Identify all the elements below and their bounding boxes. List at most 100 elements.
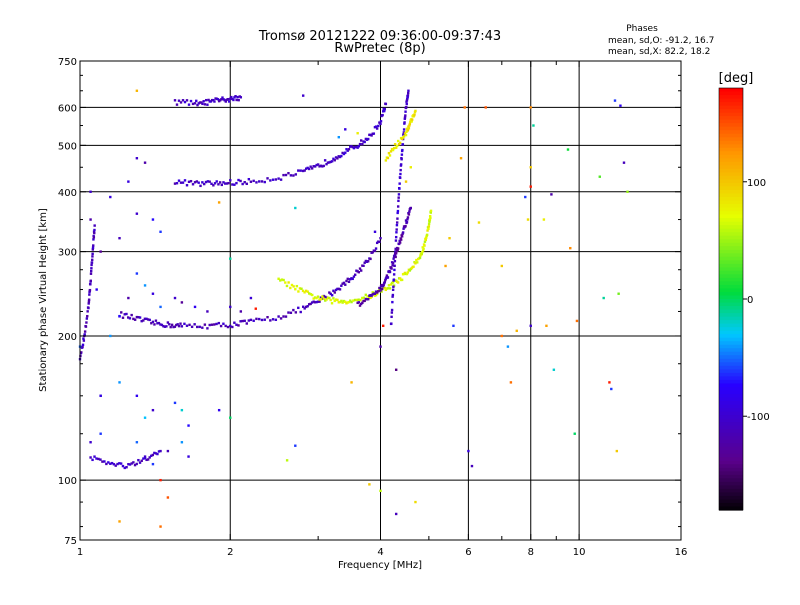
scatter-point xyxy=(368,483,371,486)
trace-point xyxy=(206,103,209,106)
trace-point xyxy=(350,145,353,148)
trace-point xyxy=(390,311,394,314)
trace-point xyxy=(92,238,95,241)
trace-point xyxy=(329,298,332,302)
x-tick-label: 10 xyxy=(573,547,586,558)
colorbar-segment xyxy=(719,218,743,223)
trace-point xyxy=(292,308,295,312)
trace-point xyxy=(343,300,347,303)
colorbar-segment xyxy=(719,260,743,265)
colorbar-segment xyxy=(719,98,743,103)
trace-point xyxy=(405,100,408,103)
trace-point xyxy=(213,323,216,326)
colorbar-segment xyxy=(719,246,743,251)
scatter-point xyxy=(118,520,121,523)
trace-point xyxy=(271,318,275,321)
trace-point xyxy=(396,139,400,143)
trace-point xyxy=(395,249,398,253)
trace-point xyxy=(375,241,379,245)
colorbar-segment xyxy=(719,506,743,511)
trace-point xyxy=(173,182,177,185)
scatter-point xyxy=(99,250,102,253)
trace-point xyxy=(325,296,328,299)
trace-point xyxy=(187,103,191,106)
trace-point xyxy=(406,218,409,221)
colorbar-segment xyxy=(719,393,743,399)
trace-point xyxy=(181,181,185,184)
scatter-point xyxy=(217,201,221,204)
scatter-point xyxy=(529,324,532,328)
colorbar-segment xyxy=(719,499,743,504)
trace-point xyxy=(197,102,200,105)
trace-point xyxy=(252,319,255,322)
trace-point xyxy=(375,291,379,294)
trace-point xyxy=(333,159,336,162)
y-tick-label: 300 xyxy=(58,248,77,259)
trace-point xyxy=(386,156,390,160)
trace-point xyxy=(84,325,88,328)
colorbar-segment xyxy=(719,369,743,374)
trace-point xyxy=(424,238,427,242)
trace-point xyxy=(428,218,432,221)
scatter-point xyxy=(143,161,147,164)
trace-point xyxy=(189,99,193,103)
trace-point xyxy=(93,455,96,458)
scatter-point xyxy=(173,296,177,300)
scatter-point xyxy=(135,272,139,275)
trace-point xyxy=(355,298,359,302)
trace-point xyxy=(225,182,229,185)
scatter-point xyxy=(459,157,463,160)
trace-point xyxy=(334,156,338,159)
trace-point xyxy=(351,277,354,281)
trace-point xyxy=(397,193,401,196)
trace-point xyxy=(396,217,399,220)
trace-point xyxy=(350,300,353,304)
trace-point xyxy=(241,319,244,323)
trace-point xyxy=(241,182,244,186)
trace-point xyxy=(170,323,174,327)
scatter-point xyxy=(526,218,530,221)
trace-point xyxy=(300,287,303,290)
trace-point xyxy=(271,178,275,181)
trace-point xyxy=(90,263,93,267)
trace-point xyxy=(345,148,348,151)
trace-point xyxy=(310,301,314,304)
trace-point xyxy=(215,180,218,183)
trace-point xyxy=(185,184,189,187)
trace-point xyxy=(266,315,269,319)
x-tick-label: 4 xyxy=(377,547,383,558)
scatter-point xyxy=(542,218,546,221)
scatter-point xyxy=(444,264,447,268)
trace-point xyxy=(127,316,130,319)
trace-point xyxy=(282,315,285,318)
trace-point xyxy=(289,174,293,177)
trace-point xyxy=(216,98,220,101)
colorbar-segment xyxy=(719,140,743,145)
colorbar-segment xyxy=(719,299,743,304)
trace-point xyxy=(425,236,428,239)
trace-point xyxy=(297,290,300,293)
y-tick-label: 500 xyxy=(58,141,77,152)
colorbar-segment xyxy=(719,105,743,110)
trace-point xyxy=(274,318,278,321)
trace-point xyxy=(287,171,290,175)
trace-point xyxy=(114,464,117,467)
trace-point xyxy=(313,165,317,168)
trace-point xyxy=(356,146,359,149)
trace-point xyxy=(384,159,388,162)
colorbar-segment xyxy=(719,189,743,195)
colorbar-segment xyxy=(719,147,743,152)
trace-point xyxy=(292,174,295,177)
trace-point xyxy=(295,284,299,288)
trace-point xyxy=(406,128,410,132)
trace-point xyxy=(215,322,218,326)
trace-point xyxy=(324,299,327,302)
trace-point xyxy=(269,319,272,322)
trace-point xyxy=(373,292,377,296)
trace-point xyxy=(285,284,289,288)
trace-point xyxy=(294,173,298,176)
colorbar-segment xyxy=(719,386,743,392)
scatter-point xyxy=(118,314,121,318)
scatter-point xyxy=(135,441,139,444)
trace-point xyxy=(359,269,363,272)
